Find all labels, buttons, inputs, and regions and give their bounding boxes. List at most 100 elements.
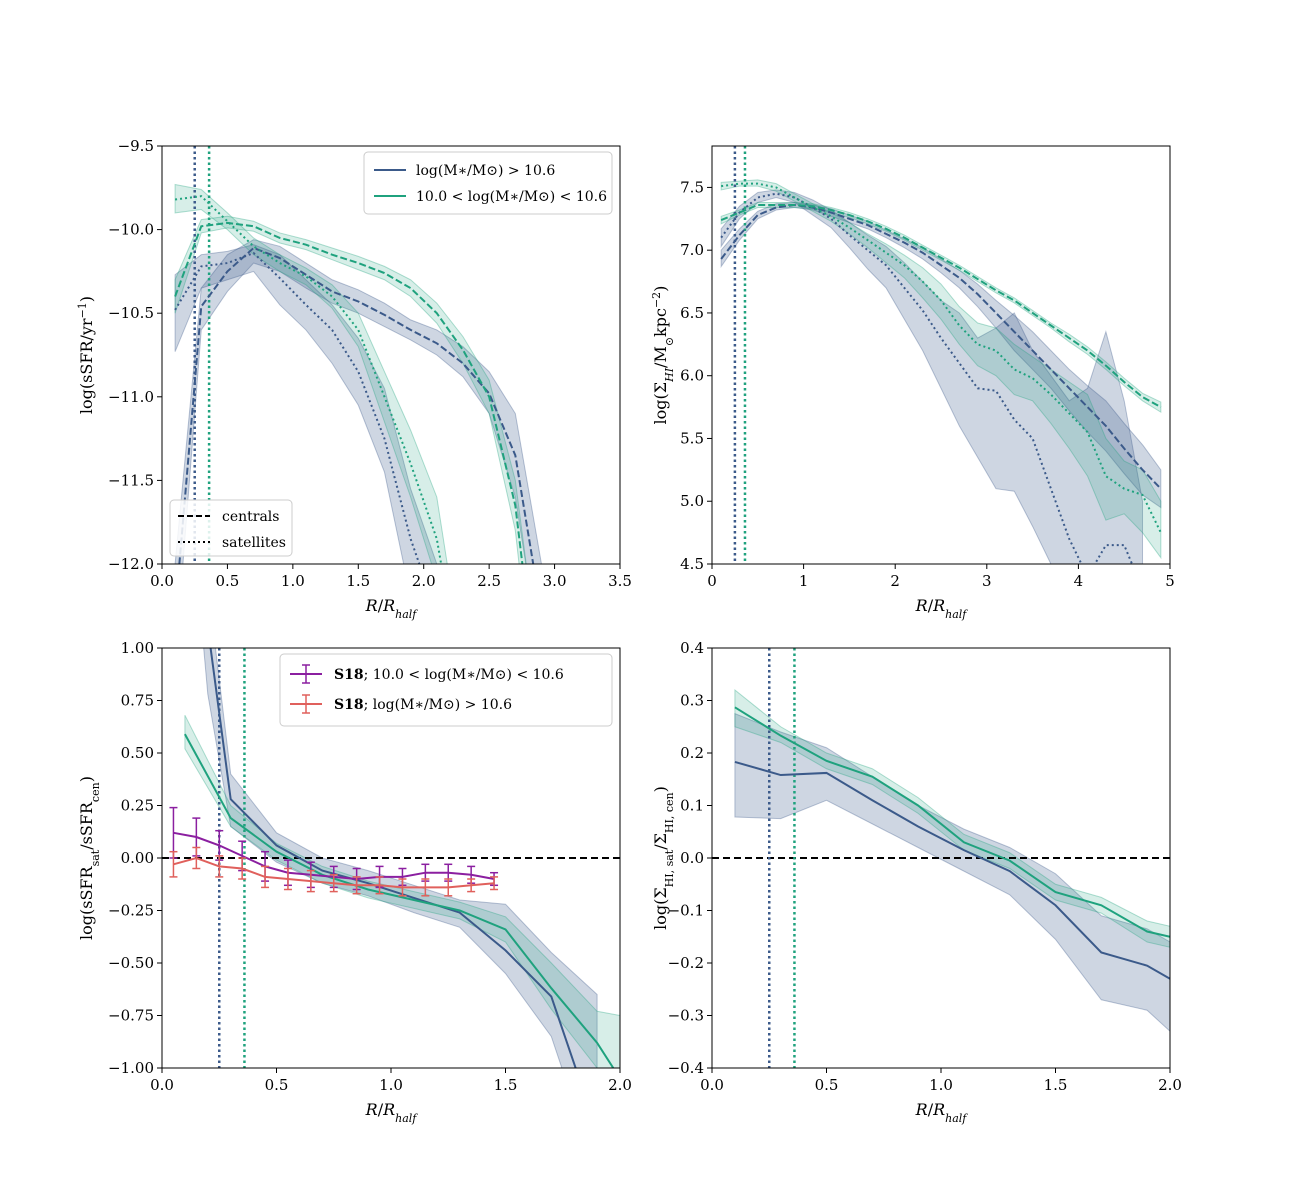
plot-frame bbox=[711, 145, 1171, 565]
legend-label: centrals bbox=[222, 509, 279, 525]
y-tick-label: −0.3 bbox=[668, 1007, 704, 1025]
y-tick-label: 0.50 bbox=[121, 744, 154, 762]
plot-area bbox=[162, 648, 620, 1068]
band-mid-mass-centrals bbox=[174, 215, 527, 564]
y-tick-label: −10.0 bbox=[108, 221, 154, 239]
y-tick-label: 0.3 bbox=[680, 692, 704, 710]
errorbar-point bbox=[306, 869, 315, 893]
series-high-mass-satellites bbox=[720, 192, 1134, 564]
x-tick-label: 0.0 bbox=[150, 572, 174, 590]
y-tick-label: −0.75 bbox=[108, 1007, 154, 1025]
y-tick-label: 0.25 bbox=[121, 797, 154, 815]
y-tick-label: 0.1 bbox=[680, 797, 704, 815]
x-tick-label: 3.5 bbox=[608, 572, 632, 590]
legend-s18: S18; 10.0 < log(M∗/M⊙) < 10.6 S18; log(M∗… bbox=[279, 653, 613, 727]
y-tick-label: 6.0 bbox=[680, 367, 704, 385]
legend-label: log(M∗/M⊙) > 10.6 bbox=[416, 163, 555, 179]
errorbar-point bbox=[444, 878, 453, 897]
band-high-mass-satellites bbox=[174, 244, 438, 564]
y-tick-label: 0.2 bbox=[680, 744, 704, 762]
y-tick-label: −0.1 bbox=[668, 902, 704, 920]
y-axis-label: log(sSFR/yr−1) bbox=[76, 296, 97, 414]
x-tick-label: 1.0 bbox=[379, 1076, 403, 1094]
errorbar-point bbox=[375, 876, 384, 895]
errorbar-point bbox=[467, 878, 476, 893]
x-tick-label: 1.5 bbox=[1044, 1076, 1068, 1094]
plot-frame bbox=[161, 145, 621, 565]
y-tick-label: −12.0 bbox=[108, 555, 154, 573]
x-tick-label: 2 bbox=[890, 572, 900, 590]
legend-label: S18; log(M∗/M⊙) > 10.6 bbox=[334, 697, 512, 713]
legend-label: 10.0 < log(M∗/M⊙) < 10.6 bbox=[416, 189, 607, 205]
y-axis-label: log(ΣHI/M⊙kpc−2) bbox=[650, 286, 676, 425]
x-tick-label: 0 bbox=[707, 572, 717, 590]
x-tick-label: 1.0 bbox=[929, 1076, 953, 1094]
errorbar-point bbox=[490, 876, 499, 891]
series-mid-mass-ratio bbox=[184, 733, 615, 1068]
x-tick-label: 0.0 bbox=[700, 1076, 724, 1094]
series-mid-mass-centrals bbox=[174, 221, 524, 564]
series-mid-mass-ratio bbox=[734, 706, 1170, 938]
y-tick-label: −9.5 bbox=[118, 137, 154, 155]
x-tick-label: 0.0 bbox=[150, 1076, 174, 1094]
y-tick-label: −10.5 bbox=[108, 304, 154, 322]
x-tick-label: 2.0 bbox=[412, 572, 436, 590]
y-tick-label: −11.5 bbox=[108, 471, 154, 489]
y-tick-label: −1.00 bbox=[108, 1059, 154, 1077]
plot-area bbox=[174, 146, 542, 564]
errorbar-point bbox=[238, 857, 247, 880]
errorbar-point bbox=[421, 878, 430, 897]
x-tick-label: 2.5 bbox=[477, 572, 501, 590]
errorbar-point bbox=[352, 876, 361, 895]
errorbar-point bbox=[192, 846, 201, 870]
x-tick-label: 0.5 bbox=[815, 1076, 839, 1094]
y-tick-label: −0.2 bbox=[668, 954, 704, 972]
band-mid-mass-ratio bbox=[734, 688, 1170, 948]
x-tick-label: 1.5 bbox=[346, 572, 370, 590]
x-tick-label: 3 bbox=[982, 572, 992, 590]
legend-label: S18; 10.0 < log(M∗/M⊙) < 10.6 bbox=[334, 667, 564, 683]
errorbar-point bbox=[283, 867, 292, 891]
y-tick-label: −0.25 bbox=[108, 902, 154, 920]
series-mid-mass-satellites bbox=[721, 182, 1162, 534]
series-high-mass-ratio bbox=[209, 648, 577, 1068]
y-tick-label: 7.0 bbox=[680, 241, 704, 259]
errorbar-point bbox=[215, 855, 224, 878]
band-mid-mass-satellites bbox=[174, 183, 448, 564]
x-axis-label: R/Rhalf bbox=[365, 596, 419, 621]
y-tick-label: 4.5 bbox=[680, 555, 704, 573]
x-tick-label: 2.0 bbox=[608, 1076, 632, 1094]
y-tick-label: 0.0 bbox=[680, 849, 704, 867]
series-mid-mass-centrals bbox=[720, 203, 1162, 408]
y-tick-label: 1.00 bbox=[121, 639, 154, 657]
series-mid-mass-satellites bbox=[174, 195, 443, 564]
errorbar-point bbox=[169, 850, 178, 878]
band-high-mass-satellites bbox=[720, 189, 1144, 564]
panel-hi-profile: 0 1 2 3 4 5 4.5 5.0 5.5 6.0 6.5 7.0 7.5 R/Rhalf log(ΣH… bbox=[650, 145, 1175, 621]
band-mid-mass-centrals bbox=[720, 201, 1162, 414]
series-high-mass-centrals bbox=[178, 246, 535, 564]
band-high-mass-ratio bbox=[734, 712, 1170, 1032]
panel-ssfr-profile: 0.0 0.5 1.0 1.5 2.0 2.5 3.0 3.5 −12.0 −11.5 −11.0 −… bbox=[76, 137, 632, 621]
y-tick-label: −11.0 bbox=[108, 388, 154, 406]
legend-label: satellites bbox=[222, 535, 286, 551]
errorbar-point bbox=[261, 865, 270, 889]
band-high-mass-ratio bbox=[203, 648, 598, 1068]
x-tick-label: 3.0 bbox=[543, 572, 567, 590]
y-axis-label: log(sSFRsat/sSFRcen) bbox=[77, 776, 102, 940]
y-tick-label: −0.50 bbox=[108, 954, 154, 972]
x-tick-label: 1.0 bbox=[281, 572, 305, 590]
errorbar-point bbox=[329, 874, 338, 893]
legend-box bbox=[169, 499, 293, 557]
y-tick-label: 6.5 bbox=[680, 304, 704, 322]
x-tick-label: 0.5 bbox=[215, 572, 239, 590]
y-tick-label: 0.75 bbox=[121, 692, 154, 710]
x-tick-label: 5 bbox=[1165, 572, 1175, 590]
legend-mass: log(M∗/M⊙) > 10.6 10.0 < log(M∗/M⊙) < 10.… bbox=[363, 151, 613, 215]
panel-hi-ratio: 0.0 0.5 1.0 1.5 2.0 −0.4 −0.3 −0.2 −0.1 0.0 0.1 0.2… bbox=[651, 639, 1182, 1125]
band-mid-mass-satellites bbox=[720, 179, 1162, 560]
plot-area bbox=[712, 648, 1170, 1068]
y-tick-label: 7.5 bbox=[680, 178, 704, 196]
y-axis-label: log(ΣHI, sat/ΣHI, cen) bbox=[651, 786, 676, 930]
